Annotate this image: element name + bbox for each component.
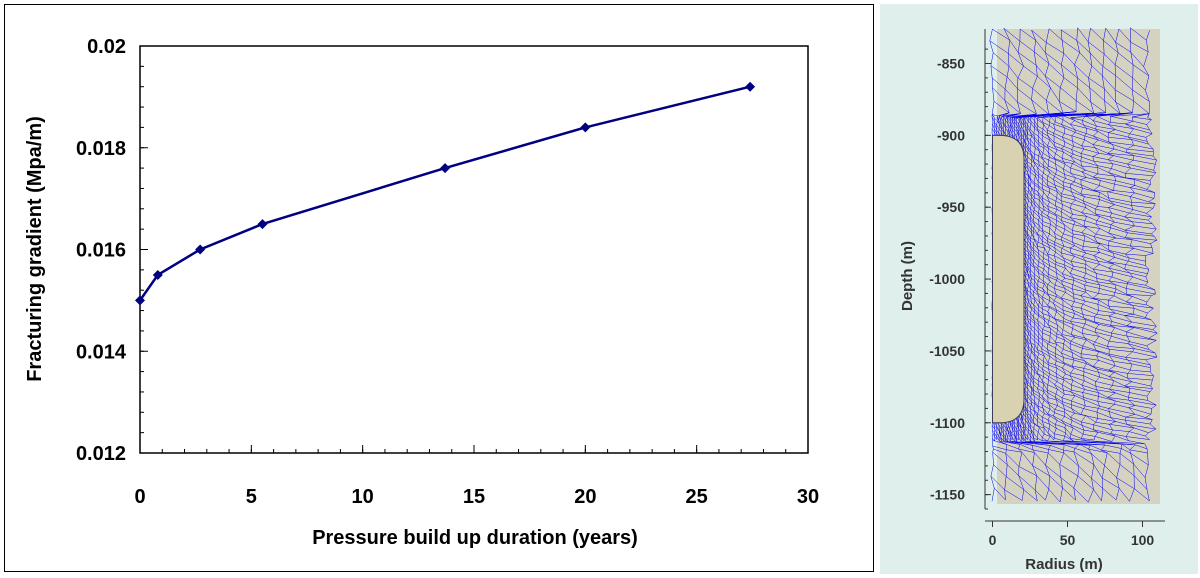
mesh-y-tick-label: -950 (937, 199, 965, 215)
mesh-x-axis-label: Radius (m) (1025, 556, 1103, 573)
data-point (135, 295, 145, 306)
mesh-y-tick-label: -900 (937, 127, 965, 143)
mesh-x-tick-label: 100 (1131, 532, 1155, 548)
mesh-x-axis-ticks: 0 50 100 (985, 520, 1165, 548)
mesh-y-tick-label: -1100 (930, 415, 965, 431)
x-axis-ticks: 0 5 10 15 20 25 30 (134, 445, 819, 508)
series-group (135, 81, 756, 306)
cavern-shape (992, 134, 1025, 424)
mesh-y-tick-label: -850 (937, 55, 965, 71)
mesh-x-tick-label: 50 (1060, 532, 1076, 548)
x-tick-label: 0 (134, 486, 145, 508)
mesh-x-tick-label: 0 (989, 532, 997, 548)
y-axis-ticks: 0.012 0.014 0.016 0.018 0.02 (76, 36, 148, 465)
mesh-y-axis-ticks: -850 -900 -950 -1000 -1050 -1100 -1150 (929, 48, 991, 510)
x-tick-label: 20 (574, 486, 596, 508)
y-axis-label: Fracturing gradient (Mpa/m) (24, 116, 46, 382)
mesh-chart-panel: -850 -900 -950 -1000 -1050 -1100 -1150 0 50 100 … (880, 4, 1198, 574)
mesh-y-tick-label: -1000 (929, 271, 965, 287)
mesh-y-tick-label: -1150 (930, 487, 965, 503)
mesh-chart: -850-900-950-1000-1050-1100-1150 0 50 100 … (899, 27, 1165, 573)
data-point (195, 244, 206, 255)
x-axis-label: Pressure build up duration (years) (312, 527, 638, 549)
data-point (580, 122, 591, 133)
x-tick-label: 25 (686, 486, 708, 508)
y-tick-label: 0.012 (76, 443, 126, 465)
y-tick-label: 0.016 (76, 240, 126, 262)
mesh-y-tick-label: -1050 (929, 343, 965, 359)
y-tick-label: 0.02 (87, 36, 126, 58)
x-tick-label: 10 (352, 486, 374, 508)
x-tick-label: 15 (463, 486, 485, 508)
y-tick-label: 0.018 (76, 138, 126, 160)
mesh-y-axis-label: Depth (m) (899, 241, 916, 311)
data-point (257, 219, 268, 230)
data-point (745, 81, 756, 92)
x-tick-label: 5 (246, 486, 257, 508)
series-line (138, 85, 751, 302)
y-tick-label: 0.014 (76, 341, 127, 363)
plot-frame (139, 45, 809, 454)
data-point (440, 163, 451, 174)
line-chart: 0.012 0.014 0.016 0.018 0.02 0 5 10 15 20 25 30 Pr… (24, 36, 819, 549)
line-chart-panel: 0.012 0.014 0.016 0.018 0.02 0 5 10 15 20 25 30 Pr… (4, 4, 874, 572)
data-point (152, 269, 163, 280)
x-tick-label: 30 (797, 486, 819, 508)
